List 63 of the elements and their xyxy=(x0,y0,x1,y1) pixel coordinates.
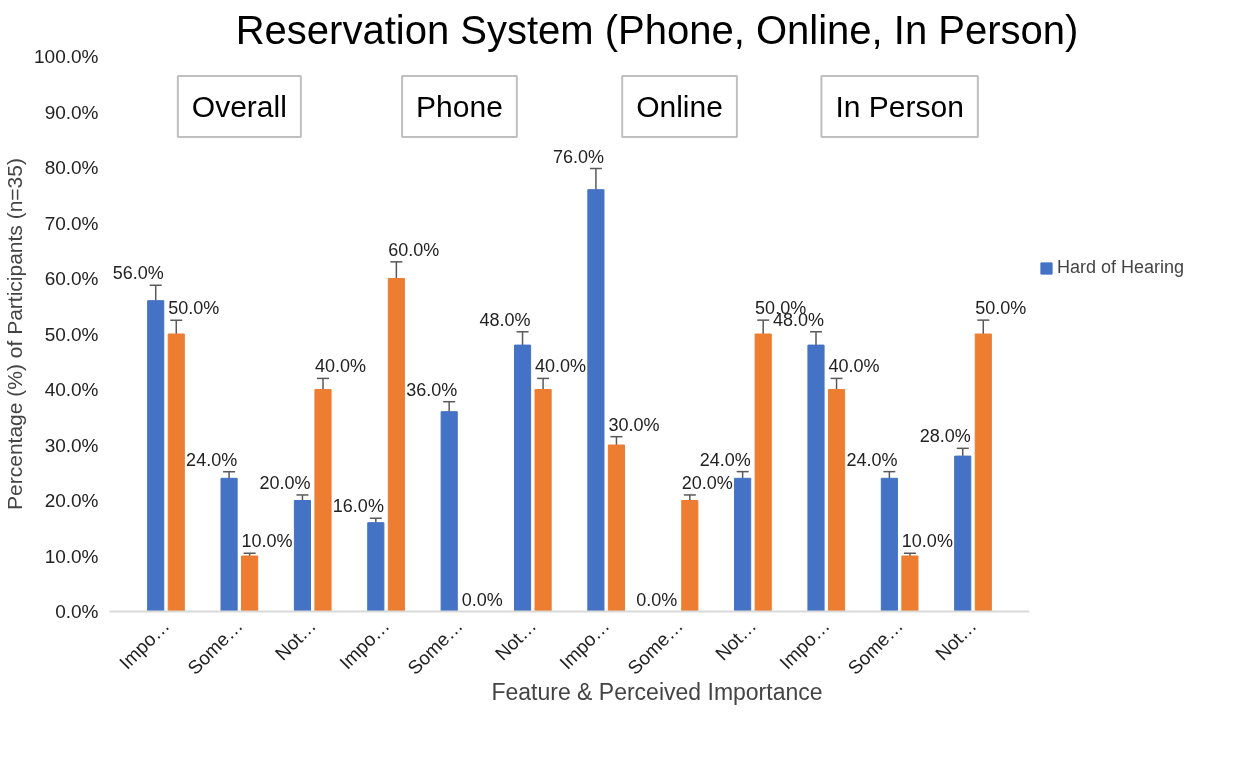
data-label: 60.0% xyxy=(388,239,440,260)
data-label: 0.0% xyxy=(636,589,678,610)
bar xyxy=(314,389,332,612)
bar xyxy=(807,344,825,612)
y-tick-label: 40.0% xyxy=(44,379,99,400)
bar xyxy=(534,389,552,612)
annotation: Phone xyxy=(416,89,503,123)
y-tick-label: 80.0% xyxy=(44,157,99,178)
chart-title: Reservation System (Phone, Online, In Person) xyxy=(235,7,1079,52)
data-label: 76.0% xyxy=(552,146,604,167)
bar xyxy=(513,344,532,612)
y-tick-label: 90.0% xyxy=(44,101,99,123)
data-label: 16.0% xyxy=(332,496,384,517)
data-label: 36.0% xyxy=(406,379,458,400)
bar xyxy=(147,300,165,612)
bar xyxy=(241,555,259,612)
bar xyxy=(167,333,185,612)
bar xyxy=(220,477,238,612)
bar xyxy=(901,555,919,612)
data-label: 24.0% xyxy=(846,449,898,470)
data-label: 20.0% xyxy=(681,472,733,493)
data-label: 48.0% xyxy=(479,309,531,330)
data-label: 28.0% xyxy=(919,426,971,447)
data-label: 40.0% xyxy=(828,356,880,377)
data-label: 24.0% xyxy=(699,449,751,470)
data-label: 40.0% xyxy=(535,356,587,377)
x-axis-title: Feature & Perceived Importance xyxy=(491,678,823,705)
y-tick-label: 100.0% xyxy=(34,46,99,67)
bar xyxy=(681,500,699,612)
y-tick-label: 20.0% xyxy=(44,490,99,511)
bar xyxy=(293,500,312,612)
data-label: 20.0% xyxy=(259,472,311,493)
annotation: Overall xyxy=(191,89,287,123)
annotation: In Person xyxy=(835,89,964,123)
data-label: 40.0% xyxy=(314,356,366,377)
data-label: 24.0% xyxy=(186,449,238,470)
annotation: Online xyxy=(636,89,723,123)
bar xyxy=(880,477,898,612)
y-tick-label: 0.0% xyxy=(55,601,99,622)
data-label: 56.0% xyxy=(112,263,164,284)
data-label: 10.0% xyxy=(901,531,953,552)
data-label: 10.0% xyxy=(241,531,293,552)
y-tick-label: 60.0% xyxy=(44,268,99,289)
bar xyxy=(387,278,405,612)
bar xyxy=(367,522,385,612)
bar xyxy=(440,411,458,612)
bar xyxy=(954,455,972,612)
bar xyxy=(587,189,605,612)
y-tick-label: 50.0% xyxy=(44,323,99,345)
bar xyxy=(734,477,752,612)
y-tick-label: 10.0% xyxy=(44,545,99,567)
bar xyxy=(607,444,626,612)
y-tick-label: 70.0% xyxy=(44,212,99,234)
bar xyxy=(827,389,846,612)
legend-label: Hard of Hearing xyxy=(1057,257,1185,278)
data-label: 30.0% xyxy=(608,414,660,435)
data-label: 0.0% xyxy=(461,589,503,610)
bar xyxy=(754,333,772,612)
bar xyxy=(974,333,992,612)
data-label: 50.0% xyxy=(975,298,1027,319)
y-axis-title: Percentage (%) of Participants (n=35) xyxy=(3,158,27,510)
y-tick-label: 30.0% xyxy=(44,434,99,456)
data-label: 50.0% xyxy=(168,298,220,319)
